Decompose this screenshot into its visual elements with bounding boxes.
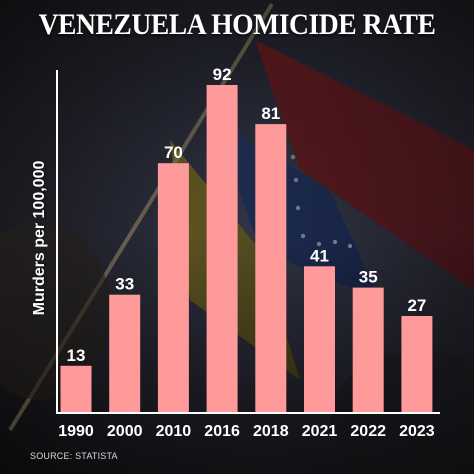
- chart-title: VENEZUELA HOMICIDE RATE: [38, 8, 436, 41]
- x-tick-label-2023: 2023: [399, 423, 435, 440]
- bar-2021: [304, 266, 335, 412]
- x-tick-label-2016: 2016: [204, 423, 240, 440]
- x-tick-label-2022: 2022: [350, 423, 386, 440]
- x-tick-label-2010: 2010: [156, 423, 192, 440]
- source-note: SOURCE: STATISTA: [30, 451, 118, 461]
- data-label-1990: 13: [67, 346, 86, 365]
- x-tick-label-2000: 2000: [107, 423, 143, 440]
- data-label-2018: 81: [261, 104, 280, 123]
- data-label-2016: 92: [213, 65, 232, 84]
- data-label-2022: 35: [359, 268, 378, 287]
- data-label-2023: 27: [407, 296, 426, 315]
- data-label-2021: 41: [310, 246, 329, 265]
- x-tick-label-2018: 2018: [253, 423, 289, 440]
- bar-1990: [60, 365, 92, 412]
- x-tick-label-1990: 1990: [58, 423, 94, 440]
- bar-2000: [109, 294, 141, 412]
- x-tick-label-2021: 2021: [302, 423, 338, 440]
- bar-2010: [157, 163, 189, 412]
- bar-2022: [352, 287, 384, 412]
- data-label-2010: 70: [164, 143, 183, 162]
- bar-2018: [255, 124, 287, 412]
- data-label-2000: 33: [115, 275, 134, 294]
- bar-2023: [401, 316, 433, 412]
- bar-2016: [206, 85, 238, 412]
